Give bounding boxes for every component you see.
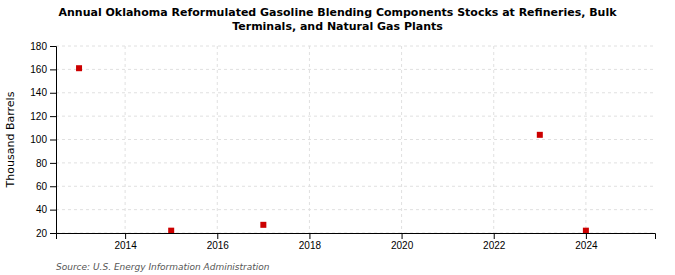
grid-line	[56, 139, 655, 140]
grid-line	[56, 46, 655, 47]
title-line: Annual Oklahoma Reformulated Gasoline Bl…	[58, 6, 617, 19]
square-point	[583, 228, 589, 233]
tick-mark	[50, 93, 56, 94]
tick: 2018	[299, 233, 322, 251]
tick-label: 2024	[575, 240, 598, 251]
grid-line	[217, 46, 218, 233]
tick-mark	[50, 116, 56, 117]
tick: 2024	[575, 233, 598, 251]
tick-mark	[125, 233, 126, 239]
grid-line	[56, 92, 655, 93]
tick-label: 2014	[114, 240, 137, 251]
grid-line	[56, 162, 655, 163]
plot: 2014 2016 2018 2020 2022 2024 20 40 60 80 100 120 14…	[30, 41, 655, 251]
square-point	[76, 65, 82, 71]
square-point	[260, 222, 266, 228]
grid-line	[493, 46, 494, 233]
grid-line	[585, 46, 586, 233]
tick-label: 2018	[299, 240, 322, 251]
tick-label: 80	[36, 158, 48, 169]
y-axis-title: Thousand Barrels	[4, 91, 17, 188]
grid-line	[56, 69, 655, 70]
tick-label: 40	[36, 204, 48, 215]
square-point	[168, 228, 174, 233]
tick-mark	[50, 163, 56, 164]
tick-mark	[586, 233, 587, 239]
title: Annual Oklahoma Reformulated Gasoline Bl…	[58, 6, 617, 33]
axis-line	[50, 47, 57, 234]
source: Source: U.S. Energy Information Administ…	[56, 262, 270, 272]
tick: 20	[36, 228, 56, 239]
tick: 180	[30, 41, 56, 52]
grid-line	[309, 46, 310, 233]
grid-line	[125, 46, 126, 233]
tick-label: 120	[30, 111, 47, 122]
grid	[56, 46, 655, 233]
tick-label: 2020	[391, 240, 414, 251]
tick: 100	[30, 134, 56, 145]
tick: 2016	[207, 233, 230, 251]
tick: 40	[36, 204, 56, 215]
grid-line	[56, 116, 655, 117]
tick-mark	[494, 233, 495, 239]
chart: 2014 2016 2018 2020 2022 2024 20 40 60 80 100 120 14…	[0, 0, 675, 275]
tick: 140	[30, 87, 56, 98]
tick-mark	[402, 233, 403, 239]
tick-mark	[50, 140, 56, 141]
tick-label: 2016	[207, 240, 230, 251]
tick-label: 20	[36, 228, 48, 239]
grid-line	[401, 46, 402, 233]
tick: 160	[30, 64, 56, 75]
tick: 60	[36, 181, 56, 192]
grid-line	[56, 209, 655, 210]
grid-line	[56, 186, 655, 187]
tick-mark	[50, 210, 56, 211]
axis-line	[57, 234, 656, 240]
square-point	[537, 132, 543, 138]
tick: 2020	[391, 233, 414, 251]
tick-label: 2022	[483, 240, 506, 251]
tick: 2014	[114, 233, 137, 251]
title-line: Terminals, and Natural Gas Plants	[232, 20, 443, 33]
tick-mark	[217, 233, 218, 239]
tick-mark	[50, 46, 56, 47]
tick: 120	[30, 111, 56, 122]
tick-mark	[50, 69, 56, 70]
tick: 2022	[483, 233, 506, 251]
tick-label: 140	[30, 87, 47, 98]
tick-label: 160	[30, 64, 47, 75]
tick-label: 180	[30, 41, 47, 52]
y-axis: 20 40 60 80 100 120 140 160 180	[30, 41, 56, 239]
tick-label: 60	[36, 181, 48, 192]
tick-mark	[309, 233, 310, 239]
tick-mark	[50, 233, 56, 234]
tick-mark	[50, 186, 56, 187]
x-axis: 2014 2016 2018 2020 2022 2024	[57, 233, 656, 251]
tick-label: 100	[30, 134, 47, 145]
points	[76, 65, 589, 233]
tick: 80	[36, 158, 56, 169]
